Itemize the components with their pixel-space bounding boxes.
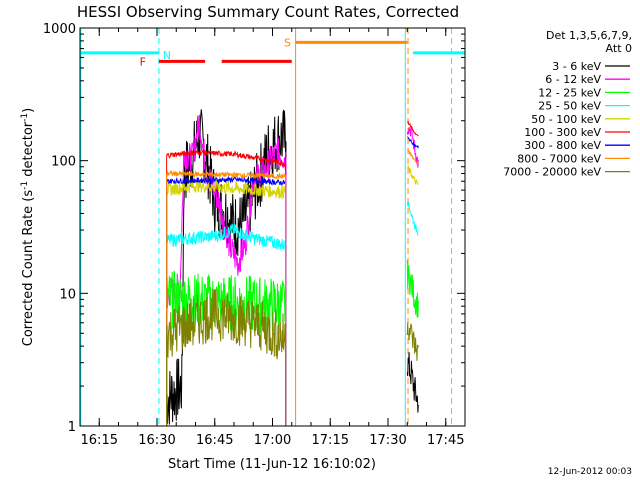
- series-trace-6: [166, 175, 286, 186]
- series-trace-post-4: [407, 165, 419, 186]
- legend-header-attenuator: Att 0: [606, 42, 632, 55]
- x-tick-label: 17:45: [427, 433, 464, 448]
- series-trace-1: [166, 114, 287, 306]
- series-trace-post-2: [406, 259, 419, 318]
- y-tick-label: 1: [68, 420, 76, 435]
- y-axis-label: Corrected Count Rate (s-1 detector-1): [20, 108, 36, 346]
- x-axis-label: Start Time (11-Jun-12 16:10:02): [168, 457, 376, 472]
- flag-label-s: S: [284, 36, 291, 49]
- series-trace-post-6: [407, 136, 419, 149]
- legend-entry-label: 25 - 50 keV: [538, 100, 601, 113]
- legend-entry-label: 3 - 6 keV: [552, 60, 601, 73]
- legend-entry-label: 100 - 300 keV: [524, 126, 601, 139]
- plot-frame: [79, 27, 466, 427]
- legend-entry-label: 12 - 25 keV: [538, 86, 601, 99]
- x-axis-ticks: 16:15 16:30 16:45 17:00 17:15 17:30 17:45: [79, 28, 466, 448]
- plot-area: N S F: [80, 28, 465, 426]
- series-trace-post-1: [406, 125, 419, 168]
- chart-title: HESSI Observing Summary Count Rates, Cor…: [77, 3, 459, 21]
- series-trace-post-5: [406, 120, 419, 137]
- x-tick-label: 17:00: [254, 433, 291, 448]
- x-tick-label: 16:45: [196, 433, 233, 448]
- legend-entry-label: 6 - 12 keV: [545, 73, 601, 86]
- series-trace-4: [166, 179, 286, 199]
- series-trace-post-0: [406, 352, 419, 413]
- legend-entry-label: 300 - 800 keV: [524, 139, 601, 152]
- x-tick-label: 17:30: [369, 433, 406, 448]
- flag-label-n: N: [163, 49, 171, 62]
- series-trace-3: [166, 223, 286, 252]
- legend-entry-label: 800 - 7000 keV: [517, 152, 601, 165]
- y-axis-ticks: 1 10 100 1000: [43, 22, 465, 435]
- footer-date: 12-Jun-2012 00:03: [548, 467, 632, 477]
- series-trace-8: [166, 288, 286, 360]
- flag-label-f: F: [140, 55, 146, 68]
- series-trace-post-8: [406, 322, 419, 361]
- legend-entry-label: 50 - 100 keV: [531, 113, 601, 126]
- axes: [79, 27, 466, 427]
- series-trace-post-7: [406, 150, 419, 165]
- legend-entry-label: 7000 - 20000 keV: [503, 166, 601, 179]
- y-tick-label: 10: [59, 287, 76, 302]
- legend-header-detectors: Det 1,3,5,6,7,9,: [546, 29, 632, 42]
- y-tick-label: 100: [51, 155, 76, 170]
- y-tick-label: 1000: [43, 22, 76, 37]
- x-tick-label: 16:15: [81, 433, 118, 448]
- series-trace-5: [166, 149, 286, 168]
- x-tick-label: 16:30: [138, 433, 175, 448]
- x-tick-label: 17:15: [312, 433, 349, 448]
- series-trace-post-3: [406, 201, 419, 236]
- series-trace-7: [166, 169, 286, 180]
